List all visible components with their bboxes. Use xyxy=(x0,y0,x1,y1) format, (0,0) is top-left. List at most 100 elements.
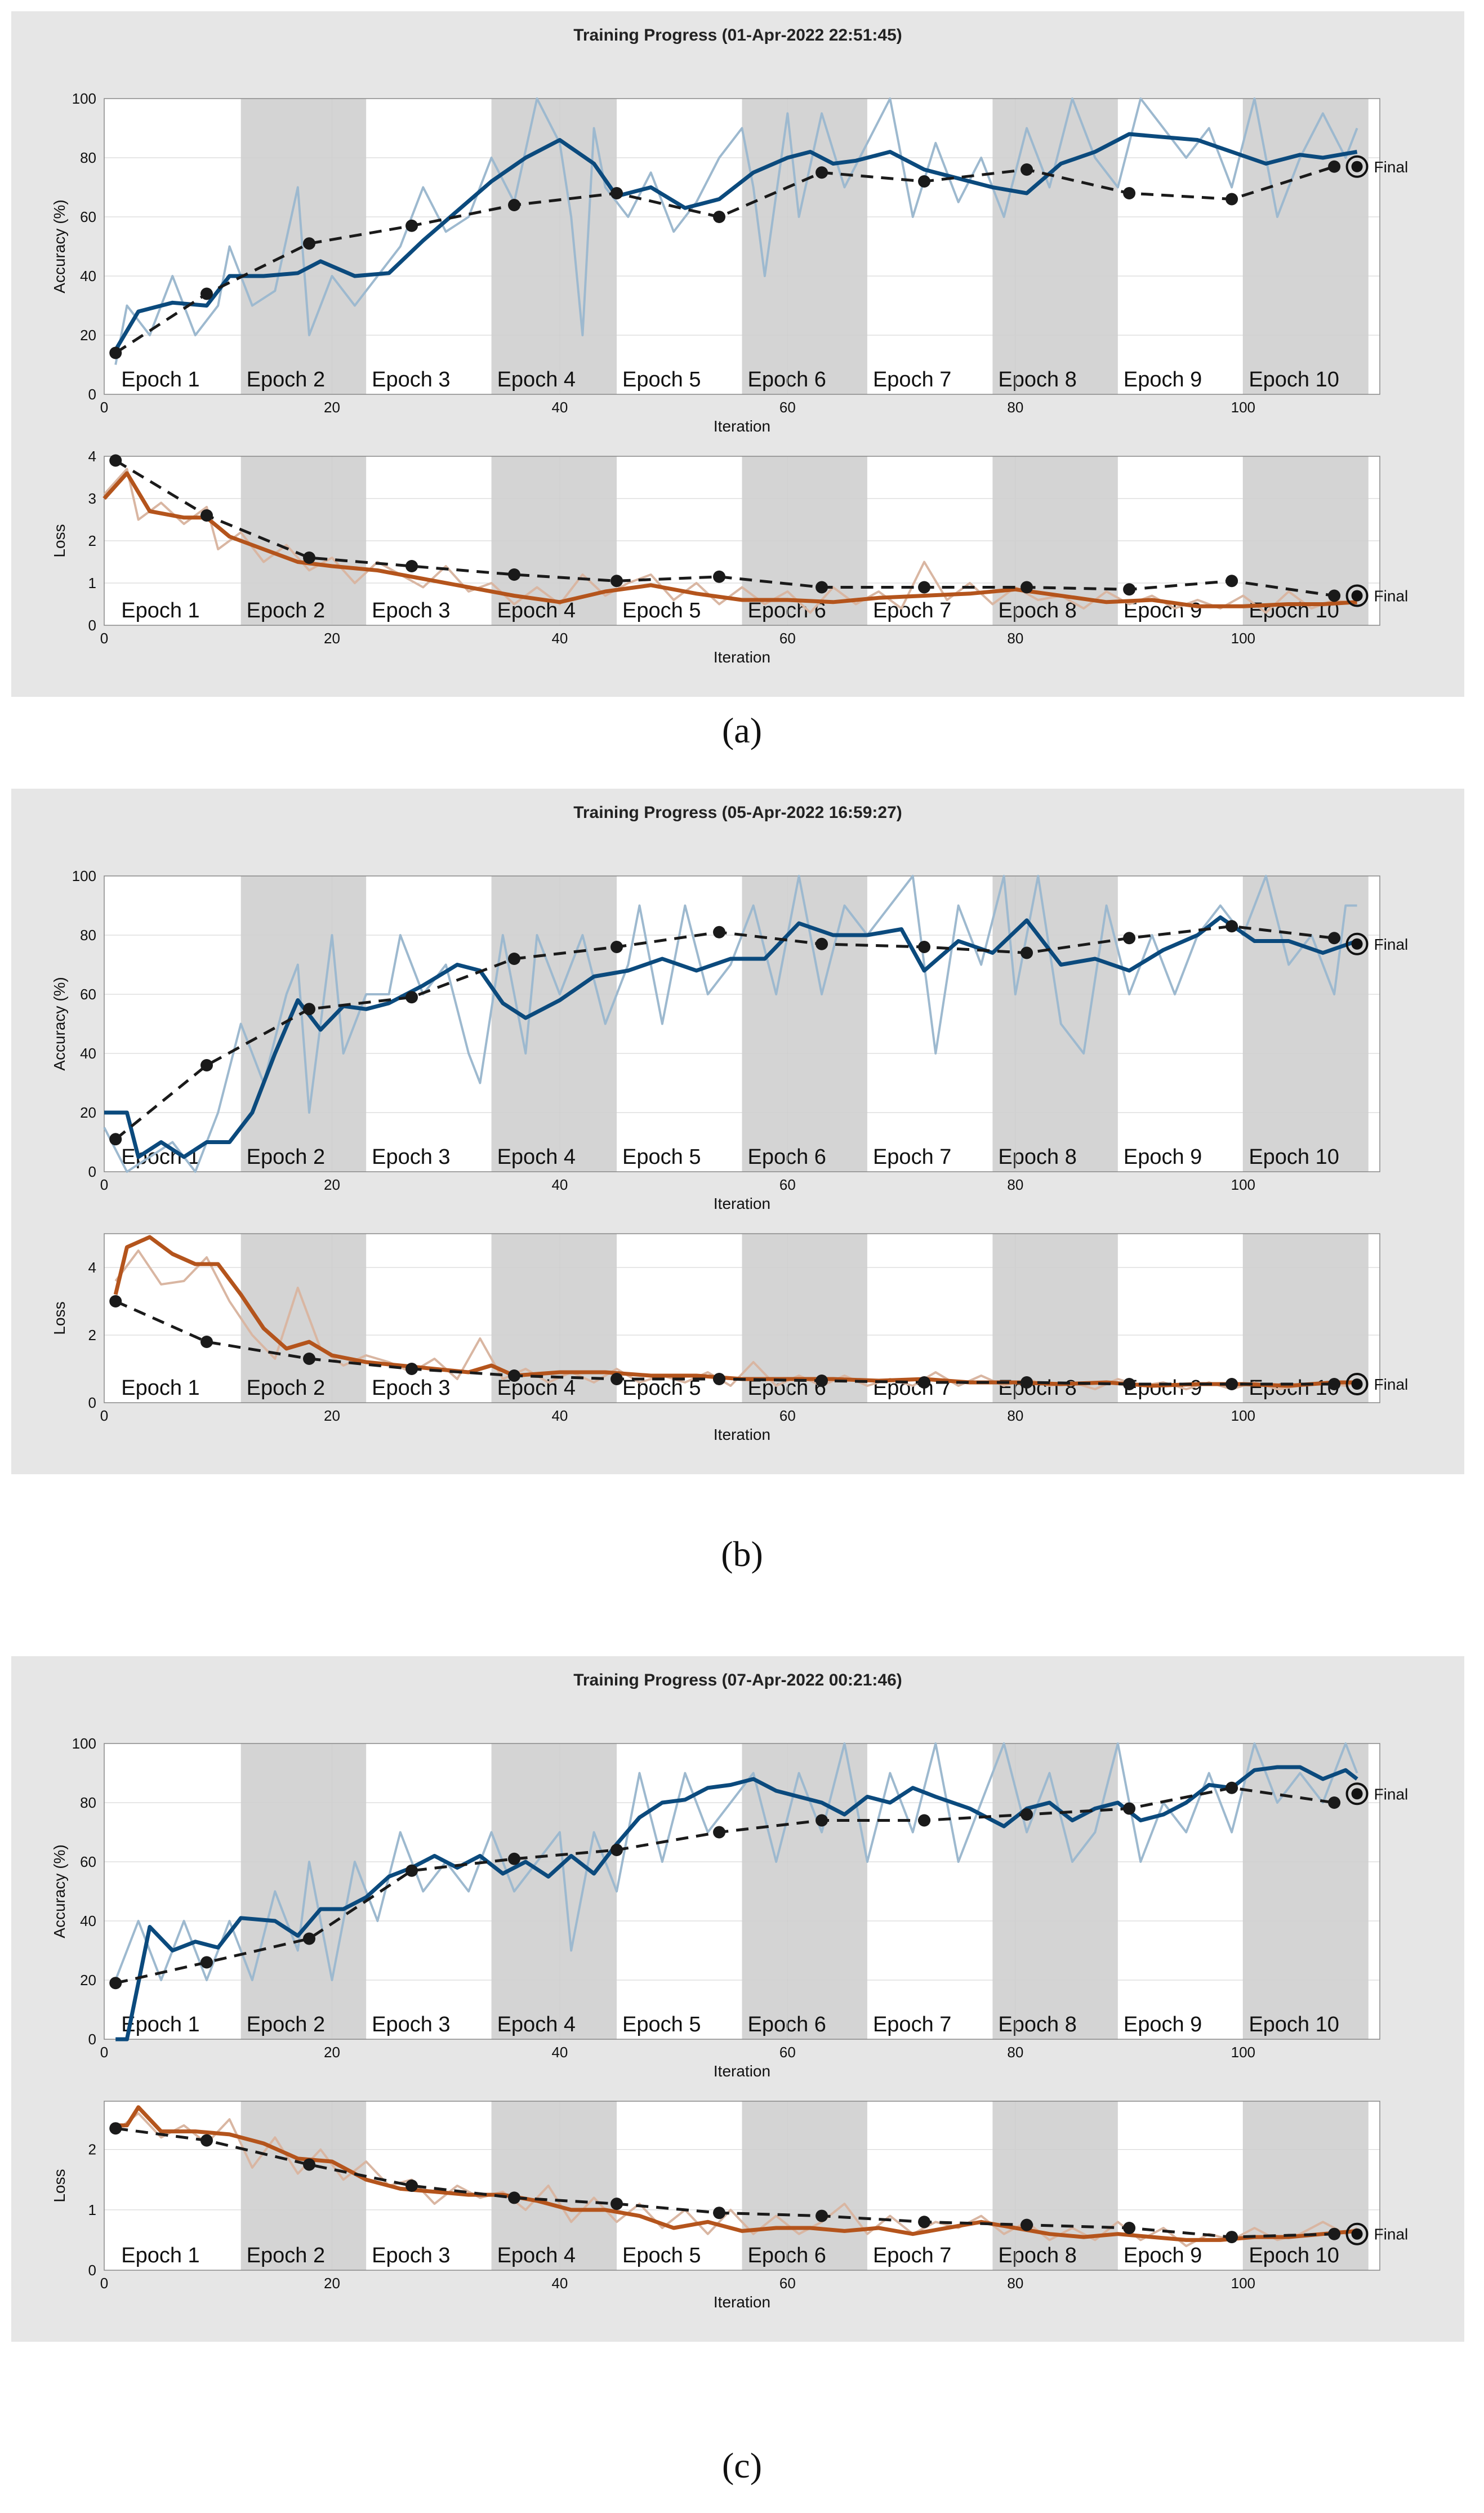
epoch-label: Epoch 8 xyxy=(998,1376,1076,1400)
validation-point xyxy=(610,187,623,199)
epoch-label: Epoch 10 xyxy=(1249,2244,1339,2267)
validation-point xyxy=(508,1369,521,1382)
epoch-label: Epoch 8 xyxy=(998,2244,1076,2267)
validation-point xyxy=(815,1814,828,1827)
epoch-label: Epoch 7 xyxy=(873,2013,951,2036)
validation-point xyxy=(1225,920,1238,933)
epoch-band xyxy=(240,1234,367,1403)
final-marker xyxy=(1351,938,1363,950)
epoch-label: Epoch 3 xyxy=(372,2244,450,2267)
validation-point xyxy=(405,219,418,232)
training-progress-chart-b: Epoch 1 Epoch 2 Epoch 3 Epoch 4 Epoch 5 Epoch… xyxy=(51,868,1409,1443)
validation-point xyxy=(1225,193,1238,206)
validation-point xyxy=(200,1956,213,1969)
epoch-label: Epoch 5 xyxy=(622,368,701,392)
panel-a: Training Progress (01-Apr-2022 22:51:45)… xyxy=(11,11,1464,697)
epoch-label: Epoch 5 xyxy=(622,2013,701,2036)
epoch-band xyxy=(491,876,617,1172)
validation-point xyxy=(508,199,521,211)
epoch-label: Epoch 10 xyxy=(1249,2013,1339,2036)
validation-point xyxy=(1328,1378,1341,1390)
x-tick-label: 20 xyxy=(324,1176,340,1193)
validation-point xyxy=(303,1003,316,1016)
validation-point xyxy=(610,575,623,588)
y-tick-label: 80 xyxy=(80,149,96,166)
accuracy-raw-series xyxy=(114,97,1358,365)
x-tick-label: 20 xyxy=(324,2044,340,2061)
validation-point xyxy=(200,1336,213,1348)
x-tick-label: 60 xyxy=(779,2044,796,2061)
loss-frame xyxy=(104,1233,1380,1403)
caption-c: (c) xyxy=(721,2445,763,2485)
validation-point xyxy=(1123,2222,1136,2234)
panel-b: Training Progress (05-Apr-2022 16:59:27)… xyxy=(11,789,1464,1474)
validation-point xyxy=(918,1376,931,1389)
final-label: Final xyxy=(1374,2226,1409,2243)
validation-point xyxy=(109,2122,122,2135)
validation-point xyxy=(109,1133,122,1146)
panel-title: Training Progress (05-Apr-2022 16:59:27) xyxy=(573,803,902,822)
x-tick-label: 100 xyxy=(1231,2275,1255,2292)
validation-point xyxy=(1225,1781,1238,1794)
validation-point xyxy=(1225,1378,1238,1390)
accuracy-frame xyxy=(104,875,1380,1172)
y-tick-label: 1 xyxy=(88,2201,96,2218)
validation-point xyxy=(1123,187,1136,199)
validation-point xyxy=(405,2180,418,2192)
x-tick-label: 60 xyxy=(779,1176,796,1193)
final-marker-ring xyxy=(1345,584,1369,607)
final-label: Final xyxy=(1374,1785,1409,1803)
epoch-band xyxy=(992,1234,1118,1403)
y-tick-label: 2 xyxy=(88,1327,96,1344)
accuracy-raw-series xyxy=(114,1742,1358,1981)
x-tick-label: 20 xyxy=(324,399,340,416)
final-label: Final xyxy=(1374,936,1409,953)
panel-title: Training Progress (01-Apr-2022 22:51:45) xyxy=(573,26,902,45)
x-tick-label: 60 xyxy=(779,630,796,647)
validation-point xyxy=(1020,1808,1033,1821)
epoch-label: Epoch 2 xyxy=(247,1145,325,1169)
validation-point xyxy=(508,953,521,965)
validation-point xyxy=(713,211,726,223)
epoch-label: Epoch 1 xyxy=(121,368,199,392)
epoch-label: Epoch 2 xyxy=(247,1376,325,1400)
validation-point xyxy=(1123,932,1136,945)
x-tick-label: 0 xyxy=(100,1176,108,1193)
x-tick-label: 40 xyxy=(551,1176,568,1193)
y-tick-label: 0 xyxy=(88,2262,96,2279)
final-label: Final xyxy=(1374,1376,1409,1393)
epoch-label: Epoch 1 xyxy=(121,2244,199,2267)
validation-point xyxy=(713,1373,726,1385)
validation-point xyxy=(405,1864,418,1877)
x-tick-label: 0 xyxy=(100,2044,108,2061)
panel-c: Training Progress (07-Apr-2022 00:21:46)… xyxy=(11,1656,1464,2342)
y-axis-label: Loss xyxy=(51,1301,68,1335)
y-tick-label: 2 xyxy=(88,532,96,549)
validation-point xyxy=(1020,946,1033,959)
x-tick-label: 40 xyxy=(551,630,568,647)
epoch-label: Epoch 9 xyxy=(1124,2013,1202,2036)
x-axis-label: Iteration xyxy=(714,648,770,666)
y-tick-label: 0 xyxy=(88,2031,96,2048)
epoch-label: Epoch 8 xyxy=(998,2013,1076,2036)
y-tick-label: 4 xyxy=(88,1259,96,1276)
epoch-band xyxy=(1243,1234,1369,1403)
validation-point xyxy=(713,570,726,583)
epoch-label: Epoch 3 xyxy=(372,368,450,392)
validation-point xyxy=(918,1814,931,1827)
final-marker-ring xyxy=(1345,2222,1369,2245)
validation-point xyxy=(508,1852,521,1865)
validation-point xyxy=(713,2207,726,2220)
accuracy-frame xyxy=(104,98,1380,395)
y-tick-label: 100 xyxy=(72,90,96,107)
epoch-band xyxy=(742,1234,867,1403)
epoch-band xyxy=(992,2101,1118,2270)
final-marker-ring xyxy=(1345,155,1369,178)
y-axis-label: Accuracy (%) xyxy=(51,1844,68,1938)
epoch-label: Epoch 4 xyxy=(497,1145,576,1169)
validation-point xyxy=(610,941,623,953)
y-tick-label: 2 xyxy=(88,2141,96,2158)
epoch-band xyxy=(742,1743,867,2039)
x-tick-label: 20 xyxy=(324,1407,340,1424)
accuracy-frame xyxy=(104,1743,1380,2040)
